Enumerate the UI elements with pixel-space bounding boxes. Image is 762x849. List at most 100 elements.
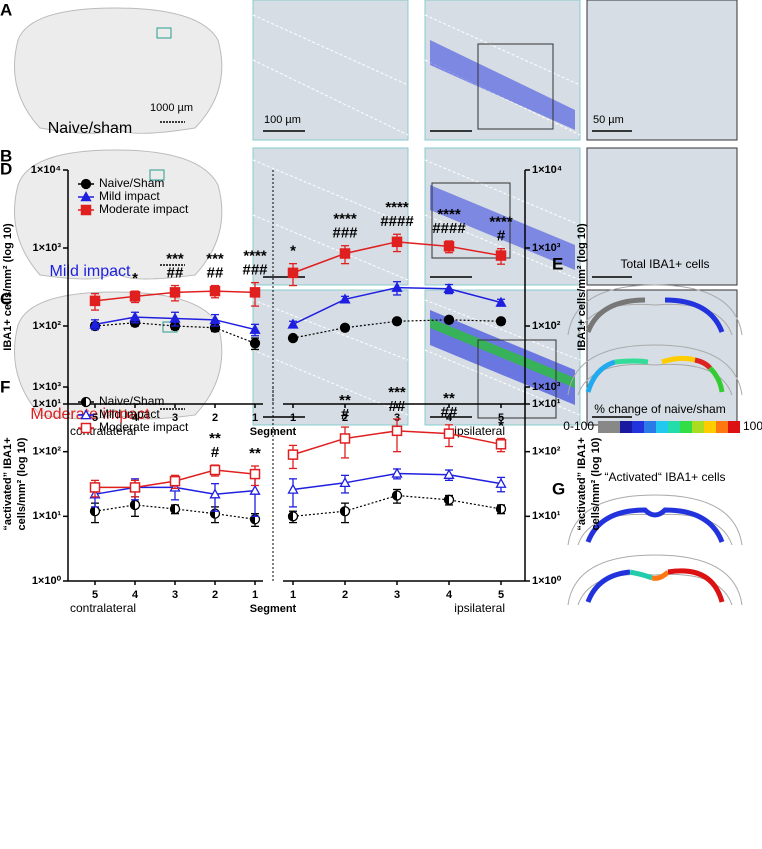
colorbar <box>598 421 740 433</box>
y-axis-label-right: “activated” IBA1+ <box>576 437 588 530</box>
marker <box>89 295 101 307</box>
x-group-label: contralateral <box>70 601 136 615</box>
marker-half <box>496 504 501 514</box>
marker-shape <box>495 439 507 450</box>
marker-shape <box>209 313 221 325</box>
significance: ## <box>441 404 458 421</box>
x-tick-label: 4 <box>446 412 453 424</box>
marker <box>249 287 261 298</box>
marker-shape <box>391 316 403 327</box>
marker <box>495 503 507 515</box>
marker <box>495 316 507 327</box>
significance: * <box>498 417 504 434</box>
panel-label: F <box>0 377 10 396</box>
marker <box>391 467 403 478</box>
marker-shape <box>339 433 351 444</box>
marker <box>287 483 299 494</box>
significance: #### <box>380 213 414 230</box>
x-axis-label: Segment <box>250 603 297 615</box>
marker <box>80 409 92 420</box>
scale-label: 50 µm <box>593 114 624 126</box>
marker <box>443 468 455 479</box>
marker <box>129 291 141 302</box>
marker-shape <box>495 477 507 488</box>
significance: *** <box>388 384 406 401</box>
marker-shape <box>495 316 507 327</box>
marker <box>89 318 101 329</box>
marker <box>339 322 351 333</box>
x-tick-label: 3 <box>172 589 178 601</box>
x-tick-label: 4 <box>446 589 453 601</box>
scale-bars <box>160 121 632 418</box>
brain-slice <box>14 7 223 134</box>
brain-slice <box>13 149 223 280</box>
y-tick-label-right: 1×10¹ <box>532 398 561 410</box>
marker <box>169 312 181 323</box>
x-tick-label: 3 <box>172 412 178 424</box>
y-axis-label: cells/mm² (log 10) <box>16 437 28 530</box>
marker <box>129 482 141 493</box>
x-tick-label: 1 <box>290 412 296 424</box>
y-tick-label-right: 1×10¹ <box>532 510 561 522</box>
marker <box>287 318 299 329</box>
panel-label: D <box>0 159 12 178</box>
panel-label: C <box>0 289 12 308</box>
marker <box>80 422 92 434</box>
marker-shape <box>129 482 141 493</box>
colorbar-title: % change of naive/sham <box>594 402 725 416</box>
marker-shape <box>89 295 101 307</box>
significance: ## <box>167 265 184 282</box>
x-tick-label: 5 <box>92 589 98 601</box>
marker <box>443 494 455 505</box>
significance: * <box>132 270 138 287</box>
legend-label: Mild impact <box>99 189 160 203</box>
marker-shape <box>443 241 455 252</box>
marker-shape <box>249 323 261 334</box>
marker-half <box>288 511 293 521</box>
significance: # <box>497 228 506 245</box>
marker-shape <box>287 318 299 329</box>
y-tick-label-right: 1×10³ <box>532 242 561 254</box>
marker-shape <box>495 296 507 307</box>
marker <box>495 296 507 307</box>
significance: *** <box>166 251 184 268</box>
panel-label: B <box>0 146 12 165</box>
y-tick-label: 1×10⁰ <box>32 575 62 587</box>
marker <box>443 241 455 252</box>
marker <box>443 428 455 439</box>
significance: **** <box>385 199 409 216</box>
x-tick-label: 5 <box>498 589 504 601</box>
legend-label: Naive/Sham <box>99 394 164 408</box>
marker-shape <box>80 178 92 190</box>
x-tick-label: 2 <box>342 589 348 601</box>
panel-label: G <box>552 479 565 498</box>
tract-lines <box>252 14 581 416</box>
marker <box>209 464 221 476</box>
marker-shape <box>249 287 261 298</box>
panel-label: E <box>552 254 563 273</box>
segment-map <box>585 507 725 603</box>
x-group-label: ipsilateral <box>454 424 505 438</box>
marker-half <box>130 500 135 510</box>
marker <box>339 506 351 517</box>
x-tick-label: 2 <box>342 412 348 424</box>
x-tick-label: 1 <box>252 589 258 601</box>
marker-shape <box>209 488 221 499</box>
marker <box>169 475 181 487</box>
significance: # <box>341 406 350 423</box>
marker <box>495 250 507 261</box>
y-tick-label-right: 1×10³ <box>532 381 561 393</box>
marker <box>339 248 351 259</box>
significance: ## <box>389 398 406 415</box>
marker <box>209 488 221 499</box>
marker <box>169 503 181 515</box>
x-tick-label: 5 <box>92 412 98 424</box>
marker-shape <box>287 267 299 279</box>
y-axis-label: IBA1+ cells/mm² (log 10) <box>2 223 14 351</box>
marker <box>209 285 221 297</box>
marker <box>287 332 299 344</box>
micrographs <box>252 0 738 426</box>
significance: #### <box>432 220 466 237</box>
marker-shape <box>169 312 181 323</box>
marker-shape <box>443 282 455 294</box>
